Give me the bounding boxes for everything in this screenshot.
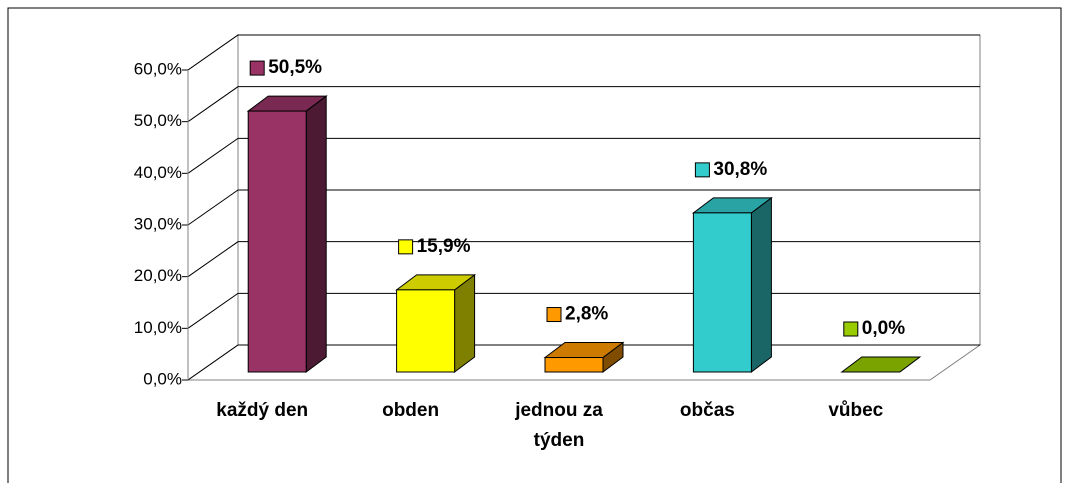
bar [692,212,752,373]
grid-line [187,137,980,174]
bar-side [750,196,772,373]
bar [396,289,456,373]
bar-top [840,356,922,373]
bar [247,110,307,373]
value-label: 30,8% [713,159,767,180]
label-key [249,60,265,76]
y-tick-label: 10,0% [134,318,182,337]
value-label: 2,8% [565,304,608,325]
value-label: 15,9% [417,236,471,257]
y-tick-label: 50,0% [134,111,182,130]
x-tick-label: jednou za týden [515,400,603,451]
label-key [694,162,710,178]
bar [544,357,604,373]
x-tick-label: občas [679,400,735,421]
x-tick-label: obden [382,400,440,421]
bar-side [454,273,476,373]
y-tick-label: 20,0% [134,266,182,285]
value-label: 0,0% [862,318,905,339]
grid-line [187,86,980,123]
x-tick-label: každý den [216,400,309,421]
label-key [843,321,859,337]
x-tick-label: vůbec [828,400,884,421]
value-label: 50,5% [268,57,322,78]
y-tick-label: 60,0% [134,59,182,78]
y-tick-label: 30,0% [134,214,182,233]
bar-side [305,95,327,373]
y-tick-label: 40,0% [134,163,182,182]
grid-line [187,34,980,71]
label-key [546,307,562,323]
grid-line [187,189,980,226]
chart-frame [7,7,1062,483]
label-key [398,239,414,255]
y-tick-label: 0,0% [143,369,182,388]
